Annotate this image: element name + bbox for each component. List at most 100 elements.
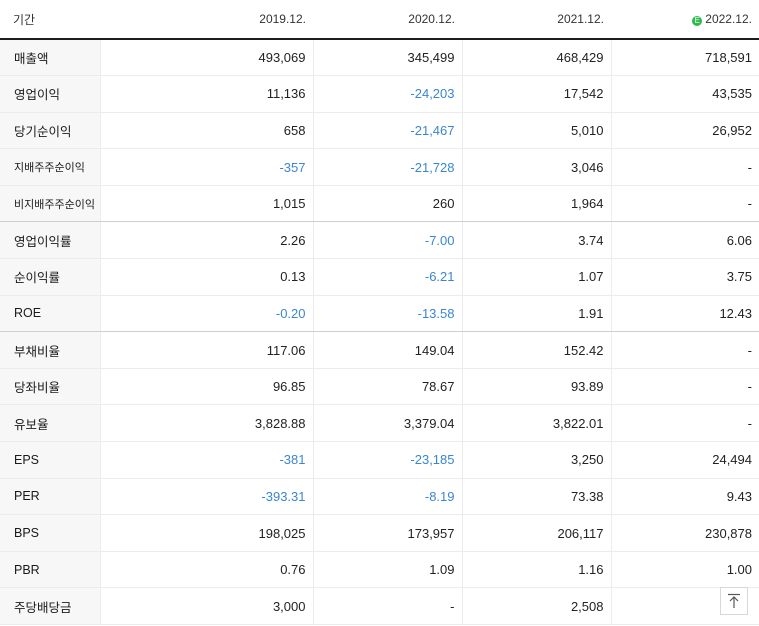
table-cell: - — [610, 368, 759, 406]
table-cell: 9.43 — [610, 478, 759, 516]
table-cell: 3.74 — [461, 221, 611, 260]
table-cell: 149.04 — [312, 331, 462, 369]
row-label: 비지배주주순이익 — [0, 185, 100, 223]
row-label: 부채비율 — [0, 331, 100, 369]
row-label: PER — [0, 478, 100, 516]
table-row: 영업이익률 2.26 -7.00 3.74 6.06 — [0, 221, 759, 260]
table-cell: 198,025 — [99, 514, 313, 552]
table-cell: 11,136 — [99, 75, 313, 113]
table-row: 영업이익 11,136 -24,203 17,542 43,535 — [0, 75, 759, 113]
table-cell: - — [312, 587, 462, 625]
period-2022-label: 2022.12. — [705, 12, 752, 26]
table-cell: 1,964 — [461, 185, 611, 223]
table-cell: 260 — [312, 185, 462, 223]
table-cell: 26,952 — [610, 112, 759, 150]
table-cell: -23,185 — [312, 441, 462, 479]
table-row: 당좌비율 96.85 78.67 93.89- — [0, 368, 759, 406]
table-cell: -8.19 — [312, 478, 462, 516]
table-cell: 1.16 — [461, 551, 611, 589]
table-row: ROE -0.20 -13.58 1.91 12.43 — [0, 295, 759, 333]
table-row: PBR 0.76 1.09 1.16 1.00 — [0, 551, 759, 589]
header-row: 기간 2019.12. 2020.12. 2021.12. E 2022.12. — [0, 0, 759, 40]
table-row: 매출액 493,069 345,499 468,429 718,591 — [0, 39, 759, 77]
table-cell: 17,542 — [461, 75, 611, 113]
table-row: 주당배당금 3,000-2,508 — [0, 587, 759, 625]
row-label: 당기순이익 — [0, 112, 100, 150]
table-cell: 5,010 — [461, 112, 611, 150]
table-cell: 0.13 — [99, 258, 313, 296]
table-cell: 96.85 — [99, 368, 313, 406]
table-cell: 3,828.88 — [99, 404, 313, 443]
table-row: 부채비율 117.06 149.04 152.42- — [0, 331, 759, 369]
table-cell: 117.06 — [99, 331, 313, 369]
table-cell: - — [610, 331, 759, 369]
estimate-badge-icon: E — [692, 16, 703, 26]
table-cell: 1,015 — [99, 185, 313, 223]
table-row: EPS -381 -23,185 3,250 24,494 — [0, 441, 759, 479]
row-label: 유보율 — [0, 404, 100, 443]
period-header-label: 기간 — [0, 0, 100, 40]
table-cell: 493,069 — [99, 39, 313, 77]
table-cell: -0.20 — [99, 295, 313, 333]
row-label: 영업이익률 — [0, 221, 100, 260]
row-label: BPS — [0, 514, 100, 552]
table-cell: -7.00 — [312, 221, 462, 260]
table-cell: 3,250 — [461, 441, 611, 479]
table-cell: 173,957 — [312, 514, 462, 552]
row-label: 영업이익 — [0, 75, 100, 113]
row-label: 지배주주순이익 — [0, 148, 100, 186]
period-2022-estimate: E 2022.12. — [611, 0, 759, 40]
table-cell: -393.31 — [99, 478, 313, 516]
table-cell: 1.91 — [461, 295, 611, 333]
table-cell: 43,535 — [610, 75, 759, 113]
table-cell: 230,878 — [610, 514, 759, 552]
row-label: EPS — [0, 441, 100, 479]
table-cell: 3.75 — [610, 258, 759, 296]
table-row: PER -393.31 -8.19 73.38 9.43 — [0, 478, 759, 516]
table-cell: 3,046 — [461, 148, 611, 186]
table-cell: -381 — [99, 441, 313, 479]
period-2019: 2019.12. — [100, 0, 313, 40]
table-cell: 0.76 — [99, 551, 313, 589]
row-label: ROE — [0, 295, 100, 333]
table-cell: 78.67 — [312, 368, 462, 406]
period-2020: 2020.12. — [313, 0, 462, 40]
table-cell: 93.89 — [461, 368, 611, 406]
table-row: 순이익률 0.13 -6.21 1.07 3.75 — [0, 258, 759, 296]
table-cell: 3,822.01 — [461, 404, 611, 443]
table-row: 비지배주주순이익 1,015 260 1,964- — [0, 185, 759, 223]
table-row: BPS 198,025 173,957 206,117 230,878 — [0, 514, 759, 552]
table-cell: 206,117 — [461, 514, 611, 552]
table-cell: -24,203 — [312, 75, 462, 113]
table-cell: -21,728 — [312, 148, 462, 186]
table-cell: 2,508 — [461, 587, 611, 625]
table-cell: - — [610, 404, 759, 443]
row-label: 순이익률 — [0, 258, 100, 296]
table-cell: -357 — [99, 148, 313, 186]
table-cell: 3,000 — [99, 587, 313, 625]
table-cell: 152.42 — [461, 331, 611, 369]
table-cell: -21,467 — [312, 112, 462, 150]
table-cell: 2.26 — [99, 221, 313, 260]
row-label: 주당배당금 — [0, 587, 100, 625]
row-label: PBR — [0, 551, 100, 589]
table-cell: 658 — [99, 112, 313, 150]
row-label: 당좌비율 — [0, 368, 100, 406]
table-row: 지배주주순이익 -357 -21,728 3,046- — [0, 148, 759, 186]
table-cell: - — [610, 148, 759, 186]
scroll-to-top-button[interactable] — [720, 587, 748, 615]
table-row: 유보율 3,828.88 3,379.04 3,822.01- — [0, 404, 759, 443]
table-cell: 6.06 — [610, 221, 759, 260]
table-cell: 718,591 — [610, 39, 759, 77]
table-cell: 73.38 — [461, 478, 611, 516]
table-cell: -13.58 — [312, 295, 462, 333]
arrow-up-to-top-icon — [728, 593, 740, 608]
table-cell: -6.21 — [312, 258, 462, 296]
table-cell: - — [610, 185, 759, 223]
table-cell: 3,379.04 — [312, 404, 462, 443]
table-cell: 1.07 — [461, 258, 611, 296]
table-cell: 12.43 — [610, 295, 759, 333]
table-cell: 468,429 — [461, 39, 611, 77]
table-cell: 345,499 — [312, 39, 462, 77]
